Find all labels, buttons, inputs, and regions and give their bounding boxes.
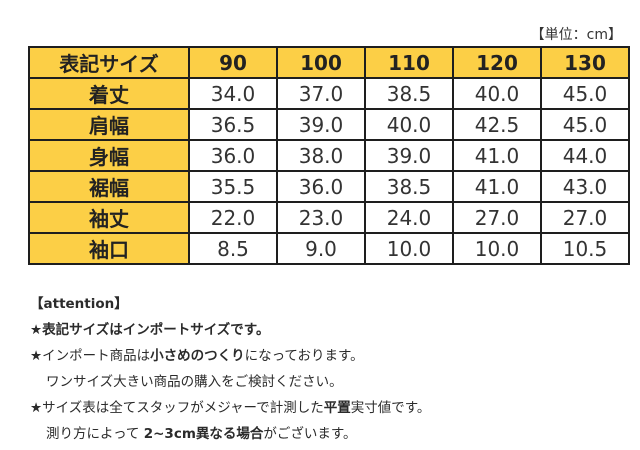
value-cell: 36.0 — [276, 170, 366, 203]
value-cell: 45.0 — [540, 77, 630, 110]
value-cell: 23.0 — [276, 201, 366, 234]
size-header-cell: 120 — [452, 46, 542, 79]
note-measurement-variance: 測り方によって 2~3cm異なる場合がございます。 — [46, 426, 357, 442]
value-cell: 45.0 — [540, 108, 630, 141]
value-cell: 43.0 — [540, 170, 630, 203]
table-header-row: 表記サイズ 90 100 110 120 130 — [28, 46, 630, 79]
value-cell: 38.5 — [364, 170, 454, 203]
row-label: 着丈 — [28, 77, 190, 110]
value-cell: 41.0 — [452, 170, 542, 203]
table-row: 袖口 8.5 9.0 10.0 10.0 10.5 — [28, 232, 630, 265]
note-measurement: ★サイズ表は全てスタッフがメジャーで計測した平置実寸値です。 — [30, 400, 431, 416]
value-cell: 10.0 — [364, 232, 454, 265]
table-row: 肩幅 36.5 39.0 40.0 42.5 45.0 — [28, 108, 630, 141]
attention-notes: 【attention】 ★表記サイズはインポートサイズです。 ★インポート商品は… — [30, 291, 630, 447]
table-row: 身幅 36.0 38.0 39.0 41.0 44.0 — [28, 139, 630, 172]
value-cell: 35.5 — [188, 170, 278, 203]
value-cell: 38.5 — [364, 77, 454, 110]
value-cell: 41.0 — [452, 139, 542, 172]
size-header-cell: 110 — [364, 46, 454, 79]
value-cell: 38.0 — [276, 139, 366, 172]
header-label-cell: 表記サイズ — [28, 46, 190, 79]
value-cell: 36.5 — [188, 108, 278, 141]
table-row: 袖丈 22.0 23.0 24.0 27.0 27.0 — [28, 201, 630, 234]
attention-heading: 【attention】 — [30, 296, 128, 312]
value-cell: 22.0 — [188, 201, 278, 234]
row-label: 身幅 — [28, 139, 190, 172]
row-label: 袖口 — [28, 232, 190, 265]
value-cell: 8.5 — [188, 232, 278, 265]
size-header-cell: 130 — [540, 46, 630, 79]
value-cell: 27.0 — [452, 201, 542, 234]
size-header-cell: 90 — [188, 46, 278, 79]
table-row: 着丈 34.0 37.0 38.5 40.0 45.0 — [28, 77, 630, 110]
note-import-size: ★表記サイズはインポートサイズです。 — [30, 322, 270, 338]
value-cell: 9.0 — [276, 232, 366, 265]
value-cell: 24.0 — [364, 201, 454, 234]
value-cell: 40.0 — [452, 77, 542, 110]
value-cell: 39.0 — [364, 139, 454, 172]
value-cell: 36.0 — [188, 139, 278, 172]
note-size-up-advice: ワンサイズ大きい商品の購入をご検討ください。 — [46, 374, 343, 390]
value-cell: 37.0 — [276, 77, 366, 110]
size-table: 表記サイズ 90 100 110 120 130 着丈 34.0 37.0 38… — [28, 46, 630, 265]
row-label: 袖丈 — [28, 201, 190, 234]
note-small-fit: ★インポート商品は小さめのつくりになっております。 — [30, 348, 364, 364]
table-row: 裾幅 35.5 36.0 38.5 41.0 43.0 — [28, 170, 630, 203]
value-cell: 42.5 — [452, 108, 542, 141]
size-header-cell: 100 — [276, 46, 366, 79]
value-cell: 10.5 — [540, 232, 630, 265]
value-cell: 39.0 — [276, 108, 366, 141]
row-label: 裾幅 — [28, 170, 190, 203]
row-label: 肩幅 — [28, 108, 190, 141]
value-cell: 44.0 — [540, 139, 630, 172]
value-cell: 27.0 — [540, 201, 630, 234]
value-cell: 40.0 — [364, 108, 454, 141]
value-cell: 34.0 — [188, 77, 278, 110]
value-cell: 10.0 — [452, 232, 542, 265]
unit-note: 【単位：cm】 — [530, 27, 622, 43]
